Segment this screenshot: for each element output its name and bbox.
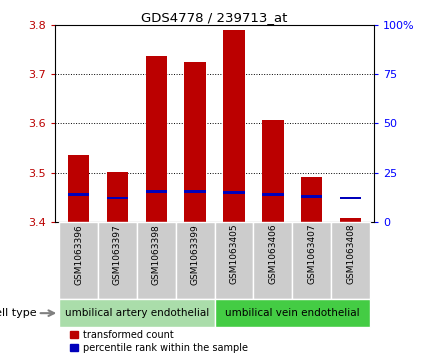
- Bar: [68, 193, 89, 196]
- Bar: [253, 221, 292, 299]
- Bar: [107, 172, 128, 221]
- Bar: [215, 299, 370, 327]
- Bar: [59, 299, 215, 327]
- Bar: [176, 221, 215, 299]
- Bar: [107, 196, 128, 200]
- Bar: [59, 221, 98, 299]
- Legend: transformed count, percentile rank within the sample: transformed count, percentile rank withi…: [66, 326, 252, 357]
- Text: GSM1063406: GSM1063406: [269, 224, 278, 285]
- Text: GSM1063399: GSM1063399: [191, 224, 200, 285]
- Text: cell type: cell type: [0, 308, 37, 318]
- Text: GSM1063408: GSM1063408: [346, 224, 355, 285]
- Bar: [184, 62, 206, 221]
- Bar: [184, 190, 206, 193]
- Text: GSM1063397: GSM1063397: [113, 224, 122, 285]
- Bar: [215, 221, 253, 299]
- Text: GSM1063398: GSM1063398: [152, 224, 161, 285]
- Bar: [137, 221, 176, 299]
- Bar: [224, 191, 245, 193]
- Text: GSM1063407: GSM1063407: [307, 224, 316, 285]
- Bar: [146, 56, 167, 221]
- Bar: [98, 221, 137, 299]
- Text: umbilical vein endothelial: umbilical vein endothelial: [225, 308, 360, 318]
- Title: GDS4778 / 239713_at: GDS4778 / 239713_at: [142, 11, 288, 24]
- Bar: [262, 193, 283, 196]
- Bar: [146, 190, 167, 193]
- Text: GSM1063396: GSM1063396: [74, 224, 83, 285]
- Bar: [301, 178, 323, 221]
- Text: GSM1063405: GSM1063405: [230, 224, 238, 285]
- Bar: [301, 195, 323, 197]
- Text: umbilical artery endothelial: umbilical artery endothelial: [65, 308, 209, 318]
- Bar: [224, 30, 245, 221]
- Bar: [292, 221, 331, 299]
- Bar: [340, 196, 361, 200]
- Bar: [68, 155, 89, 221]
- Bar: [262, 119, 283, 221]
- Bar: [331, 221, 370, 299]
- Bar: [340, 218, 361, 221]
